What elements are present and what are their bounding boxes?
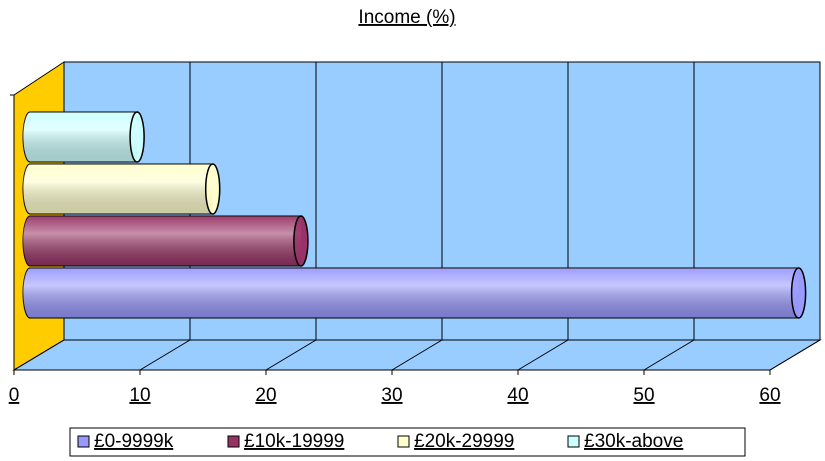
legend-swatch bbox=[397, 435, 410, 448]
floor-grid-line bbox=[139, 339, 191, 371]
cylinder-shine bbox=[23, 268, 799, 318]
cylinder bbox=[22, 111, 145, 163]
cylinder-cap bbox=[129, 111, 145, 163]
x-tick-label: 60 bbox=[759, 385, 780, 406]
chart-title: Income (%) bbox=[358, 7, 455, 28]
legend-swatch bbox=[77, 435, 90, 448]
cylinder-cap bbox=[790, 267, 807, 319]
cylinder bbox=[22, 267, 807, 319]
cylinder-shine bbox=[23, 112, 138, 162]
cylinder-shine bbox=[23, 164, 213, 214]
floor-grid-line bbox=[643, 339, 695, 371]
cylinder-cap bbox=[293, 215, 309, 267]
x-tick-label: 50 bbox=[633, 385, 654, 406]
x-tick-label: 0 bbox=[9, 385, 20, 406]
floor-grid-line bbox=[769, 339, 821, 371]
legend-label: £10k-19999 bbox=[244, 431, 344, 452]
cylinder bbox=[22, 215, 309, 267]
cylinder-shine bbox=[23, 216, 301, 266]
floor-grid-line bbox=[13, 339, 65, 371]
x-tick-label: 20 bbox=[255, 385, 276, 406]
floor-grid-line bbox=[517, 339, 569, 371]
legend-swatch bbox=[567, 435, 580, 448]
legend-label: £0-9999k bbox=[94, 431, 174, 452]
floor-grid-line bbox=[265, 339, 317, 371]
x-tick-label: 10 bbox=[129, 385, 150, 406]
x-tick-label: 30 bbox=[381, 385, 402, 406]
x-tick-label: 40 bbox=[507, 385, 528, 406]
cylinder-cap bbox=[204, 163, 221, 215]
legend-label: £30k-above bbox=[584, 431, 683, 452]
floor-grid-line bbox=[391, 339, 443, 371]
cylinder bbox=[22, 163, 221, 215]
legend-swatch bbox=[227, 435, 240, 448]
legend-label: £20k-29999 bbox=[414, 431, 514, 452]
